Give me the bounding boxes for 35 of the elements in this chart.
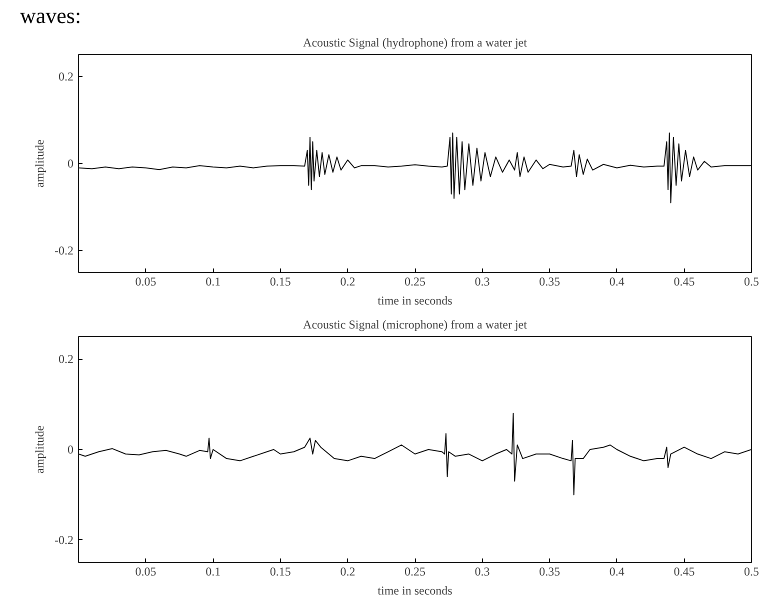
chart-title: Acoustic Signal (hydrophone) from a water jet <box>303 36 528 50</box>
y-tick-label: -0.2 <box>54 244 74 258</box>
y-tick-label: -0.2 <box>54 532 74 547</box>
x-tick-label: 0.15 <box>270 564 291 578</box>
y-axis-title: amplitude <box>32 425 47 474</box>
x-tick-label: 0.2 <box>340 564 356 578</box>
chart-title: Acoustic Signal (microphone) from a water jet <box>303 318 528 332</box>
x-tick-label: 0.1 <box>206 274 221 288</box>
y-tick-label: 0.2 <box>58 352 74 366</box>
x-tick-label: 0.5 <box>744 274 759 288</box>
x-axis-title: time in seconds <box>378 584 453 598</box>
x-tick-label: 0.2 <box>340 274 356 288</box>
y-axis-title: amplitude <box>32 139 47 188</box>
x-tick-label: 0.3 <box>474 274 490 288</box>
line-series <box>78 132 752 204</box>
x-tick-label: 0.25 <box>404 274 426 288</box>
x-tick-label: 0.5 <box>744 564 759 578</box>
x-tick-label: 0.45 <box>674 564 695 578</box>
x-tick-label: 0.4 <box>609 564 624 578</box>
y-tick-label: 0 <box>68 442 74 456</box>
x-tick-label: 0.05 <box>135 274 156 288</box>
x-tick-label: 0.4 <box>609 274 624 288</box>
y-tick-label: 0 <box>68 156 74 170</box>
y-tick-label: 0.2 <box>58 69 74 84</box>
text: waves: <box>20 3 82 28</box>
line-series <box>78 412 752 496</box>
x-tick-label: 0.3 <box>474 564 490 578</box>
x-tick-label: 0.15 <box>270 274 291 288</box>
x-tick-label: 0.1 <box>206 564 221 578</box>
x-axis-title: time in seconds <box>378 294 453 308</box>
x-tick-label: 0.05 <box>135 564 156 578</box>
x-tick-label: 0.45 <box>674 274 695 288</box>
x-tick-label: 0.35 <box>539 564 560 578</box>
x-tick-label: 0.35 <box>539 274 560 288</box>
x-tick-label: 0.25 <box>404 564 426 578</box>
